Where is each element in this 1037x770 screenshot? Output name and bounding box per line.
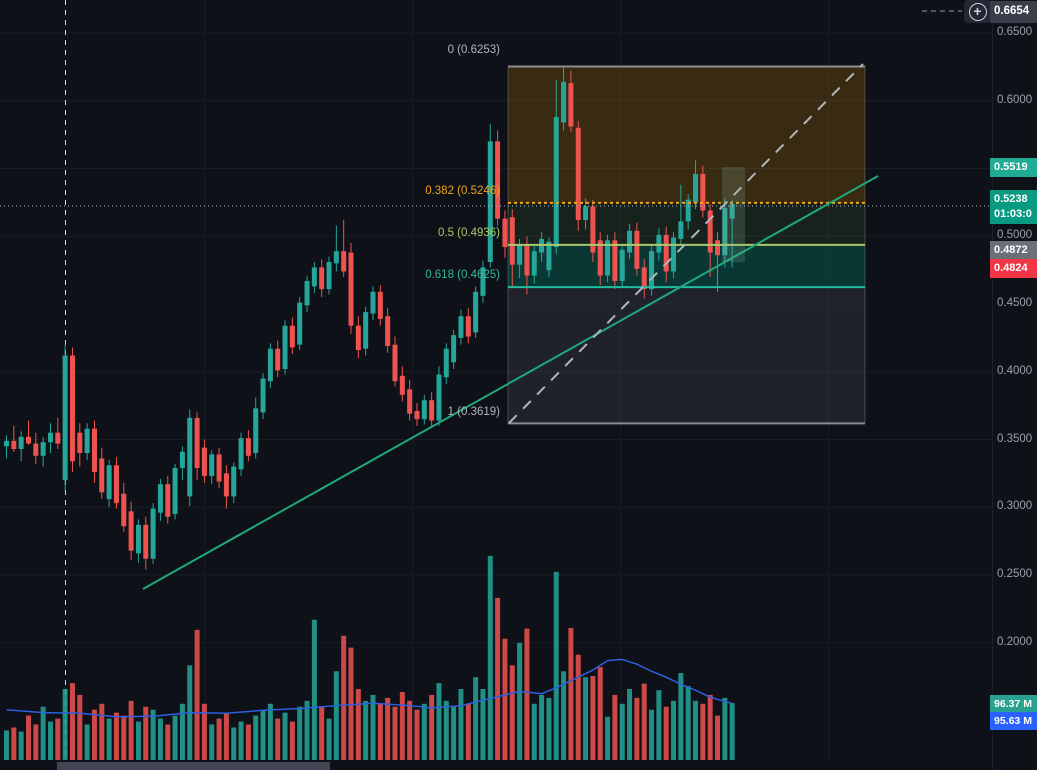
plus-in-circle-icon: + bbox=[968, 2, 987, 21]
crosshair-price-badge: 0.6654 bbox=[990, 1, 1037, 23]
fib-level-label-0618[interactable]: 0.618 (0.4625) bbox=[425, 269, 500, 281]
axis-tick-label: 0.2500 bbox=[997, 568, 1033, 580]
price-badge-high: 0.5519 bbox=[990, 158, 1037, 177]
fib-level-label-0382[interactable]: 0.382 (0.5246) bbox=[425, 185, 500, 197]
last-price-badge: 0.5238 01:03:0 bbox=[990, 190, 1037, 224]
candle-countdown: 01:03:0 bbox=[994, 207, 1032, 220]
axis-tick-label: 0.6500 bbox=[997, 26, 1033, 38]
price-badge-gray: 0.4872 bbox=[990, 241, 1037, 260]
add-alert-plus-button[interactable]: + bbox=[964, 0, 991, 23]
axis-tick-label: 0.3500 bbox=[997, 432, 1033, 445]
fib-level-label-0[interactable]: 0 (0.6253) bbox=[447, 44, 500, 56]
price-axis-separator bbox=[992, 0, 993, 770]
volume-value-badge: 96.37 M bbox=[990, 695, 1037, 714]
volume-ma-badge: 95.63 M bbox=[990, 712, 1037, 731]
time-axis-fragment bbox=[57, 762, 330, 770]
axis-tick-label: 0.2000 bbox=[997, 635, 1033, 648]
axis-tick-label: 0.6000 bbox=[997, 93, 1033, 106]
price-badge-red: 0.4824 bbox=[990, 259, 1037, 278]
last-price-value: 0.5238 bbox=[994, 193, 1028, 205]
axis-tick-label: 0.5000 bbox=[997, 229, 1033, 242]
axis-tick-label: 0.3000 bbox=[997, 500, 1033, 513]
fib-level-label-1[interactable]: 1 (0.3619) bbox=[447, 406, 500, 418]
axis-tick-label: 0.4000 bbox=[997, 364, 1033, 377]
axis-tick-label: 0.4500 bbox=[997, 297, 1033, 309]
fib-level-label-05[interactable]: 0.5 (0.4936) bbox=[437, 227, 500, 239]
